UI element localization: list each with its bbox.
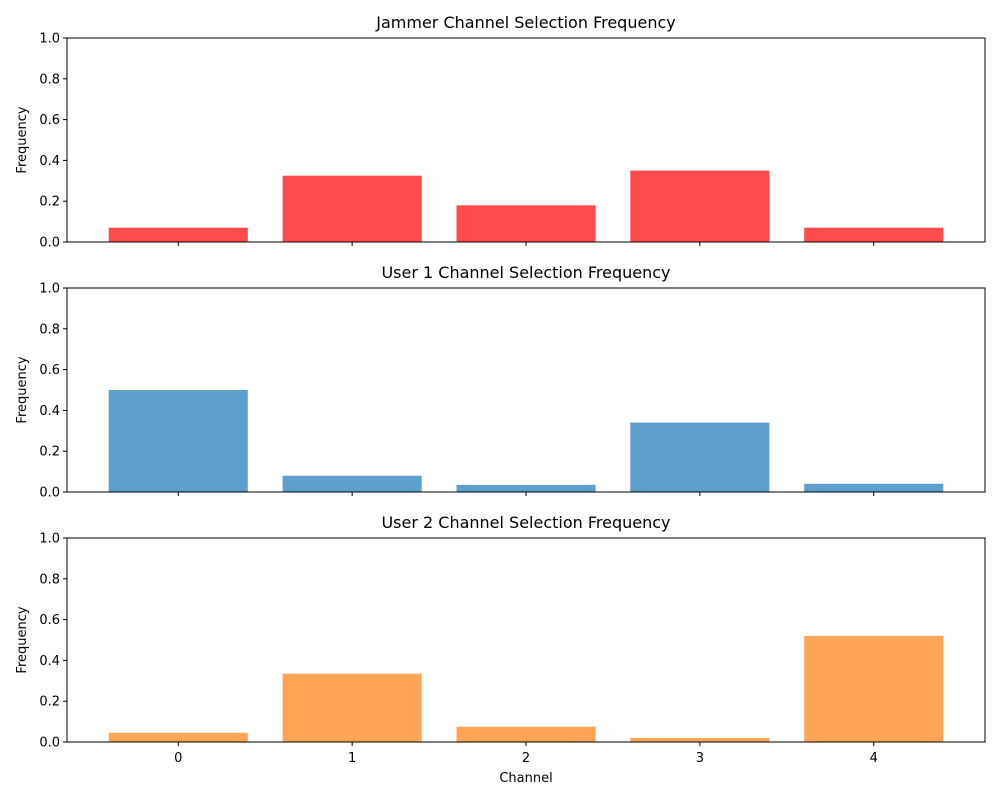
ytick-label-0-3: 0.6 (39, 113, 60, 128)
ytick-label-2-0: 0.0 (39, 736, 60, 751)
subplot-1: 0.0 0.2 0.4 0.6 0.8 1.0 User 1 Channel Selecti… (15, 263, 986, 501)
ytick-label-0-4: 0.8 (39, 72, 60, 87)
bar-1-0 (108, 390, 248, 492)
ytick-label-1-4: 0.8 (39, 322, 60, 337)
x-axis-label-2: Channel (499, 771, 552, 786)
bar-2-0 (108, 732, 248, 742)
chart-title-2: User 2 Channel Selection Frequency (381, 513, 670, 532)
bar-0-3 (630, 170, 770, 242)
bar-2-4 (804, 635, 944, 742)
chart-title-1: User 1 Channel Selection Frequency (381, 263, 670, 282)
ytick-label-0-1: 0.2 (39, 195, 60, 210)
bar-0-0 (108, 227, 248, 242)
ytick-label-2-4: 0.8 (39, 572, 60, 587)
bar-1-4 (804, 483, 944, 492)
ytick-label-2-1: 0.2 (39, 695, 60, 710)
ytick-label-1-2: 0.4 (39, 404, 60, 419)
y-axis-label-1: Frequency (15, 356, 30, 423)
ytick-label-1-5: 1.0 (39, 282, 60, 297)
bar-0-2 (456, 205, 596, 242)
ytick-label-1-0: 0.0 (39, 486, 60, 501)
ytick-label-1-1: 0.2 (39, 445, 60, 460)
y-axis-label-0: Frequency (15, 106, 30, 173)
y-axis-label-2: Frequency (15, 606, 30, 673)
xtick-label-2-0: 0 (174, 751, 182, 766)
bar-0-4 (804, 227, 944, 242)
chart-title-0: Jammer Channel Selection Frequency (375, 13, 675, 32)
xtick-label-2-4: 4 (870, 751, 878, 766)
bar-2-3 (630, 737, 770, 742)
ytick-label-0-5: 1.0 (39, 32, 60, 47)
ytick-label-1-3: 0.6 (39, 363, 60, 378)
bar-1-2 (456, 484, 596, 492)
ytick-label-2-5: 1.0 (39, 532, 60, 547)
xtick-label-2-3: 3 (696, 751, 704, 766)
bar-0-1 (282, 175, 422, 242)
ytick-label-0-0: 0.0 (39, 236, 60, 251)
subplot-2: 0.0 0.2 0.4 0.6 0.8 1.0 0 1 2 3 4 User 2 Channel Se… (15, 513, 986, 786)
xtick-label-2-1: 1 (348, 751, 356, 766)
bar-2-1 (282, 673, 422, 742)
ytick-label-0-2: 0.4 (39, 154, 60, 169)
ytick-label-2-3: 0.6 (39, 613, 60, 628)
bar-2-2 (456, 726, 596, 742)
subplot-0: 0.0 0.2 0.4 0.6 0.8 1.0 Jammer Channel Selecti… (15, 13, 986, 251)
bar-1-3 (630, 422, 770, 492)
bar-1-1 (282, 475, 422, 492)
xtick-label-2-2: 2 (522, 751, 530, 766)
ytick-label-2-2: 0.4 (39, 654, 60, 669)
